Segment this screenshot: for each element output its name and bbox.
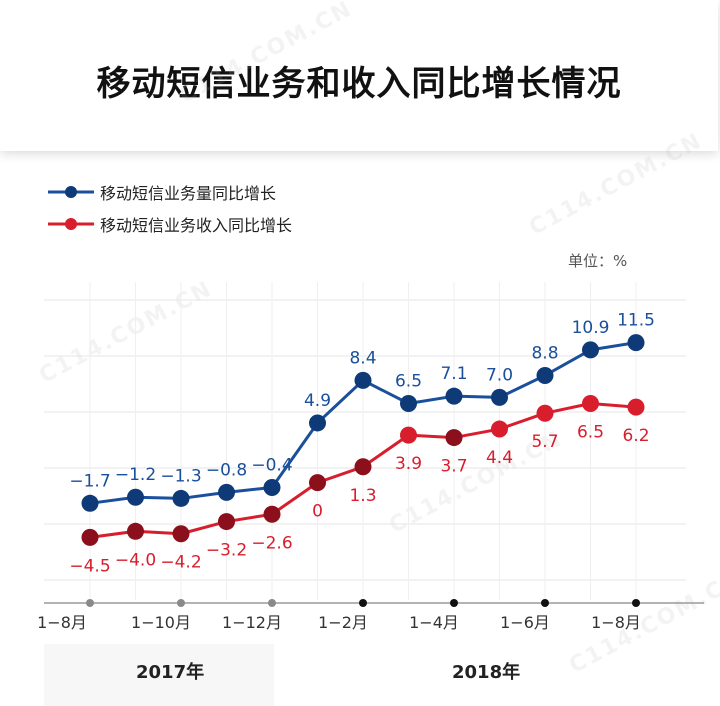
data-point-volume (354, 371, 372, 389)
data-label-revenue: 3.9 (395, 454, 422, 474)
data-label-revenue: 0 (312, 502, 323, 522)
x-tick-label: 1−8月 (37, 613, 87, 632)
data-label-revenue: 6.2 (622, 426, 649, 446)
unit-label: 单位：% (568, 252, 628, 270)
x-tick-mark (632, 599, 640, 607)
data-label-revenue: 1.3 (349, 486, 376, 506)
legend-swatch-revenue (48, 218, 94, 230)
data-label-volume: −0.8 (206, 460, 247, 480)
data-label-volume: 7.1 (440, 364, 467, 384)
data-label-revenue: −4.5 (69, 556, 110, 576)
title-card: 移动短信业务和收入同比增长情况 (0, 0, 718, 151)
year-band-2017 (44, 644, 274, 706)
data-point-volume (536, 366, 554, 384)
x-tick-label: 1−12月 (222, 613, 282, 632)
data-point-volume (445, 387, 463, 405)
x-tick-mark (86, 599, 94, 607)
data-label-revenue: −4.2 (160, 553, 201, 573)
x-tick-mark (268, 599, 276, 607)
legend-item-volume: 移动短信业务量同比增长 (48, 180, 276, 204)
data-label-volume: −0.4 (251, 455, 292, 475)
data-label-revenue: 3.7 (440, 457, 467, 477)
data-point-revenue (400, 426, 417, 444)
data-label-volume: 6.5 (395, 371, 422, 391)
data-label-volume: 7.0 (486, 365, 513, 385)
data-point-volume (172, 489, 190, 507)
data-point-volume (218, 483, 235, 501)
x-tick-mark (450, 599, 458, 607)
data-point-volume (582, 341, 599, 359)
data-point-revenue (263, 505, 281, 523)
data-point-volume (400, 394, 417, 412)
data-point-volume (309, 414, 326, 432)
data-label-revenue: 5.7 (531, 432, 558, 452)
year-label-2017: 2017年 (136, 662, 205, 683)
x-tick-label: 1−4月 (409, 613, 459, 632)
data-point-revenue (218, 513, 235, 531)
data-point-volume (81, 494, 99, 512)
data-point-revenue (354, 458, 372, 476)
x-tick-label: 1−6月 (500, 613, 550, 632)
data-label-volume: 8.8 (531, 343, 558, 363)
data-label-volume: 8.4 (349, 348, 376, 368)
data-label-volume: 11.5 (617, 311, 655, 331)
data-label-revenue: −3.2 (206, 541, 247, 561)
data-point-revenue (127, 522, 144, 540)
data-point-revenue (172, 525, 190, 543)
data-point-revenue (491, 420, 508, 438)
year-label-2018: 2018年 (452, 662, 521, 683)
x-tick-mark (359, 599, 367, 607)
data-point-revenue (627, 398, 645, 416)
x-tick-label: 1−8月 (591, 613, 641, 632)
legend-swatch-volume (48, 186, 94, 198)
x-tick-label: 1−10月 (131, 613, 191, 632)
data-label-volume: −1.2 (115, 465, 156, 485)
data-label-volume: −1.3 (160, 466, 201, 486)
legend-label-revenue: 移动短信业务收入同比增长 (100, 216, 293, 235)
x-tick-label: 1−2月 (318, 613, 368, 632)
data-point-volume (263, 478, 281, 496)
legend-label-volume: 移动短信业务量同比增长 (100, 184, 277, 203)
x-tick-mark (177, 599, 185, 607)
data-label-volume: 4.9 (304, 391, 331, 411)
data-point-revenue (309, 474, 326, 492)
data-label-revenue: −4.0 (115, 550, 156, 570)
data-label-volume: 10.9 (572, 318, 610, 338)
data-point-volume (127, 488, 144, 506)
data-point-revenue (81, 528, 99, 546)
data-label-volume: −1.7 (69, 471, 110, 491)
data-label-revenue: −2.6 (251, 533, 292, 553)
chart-title: 移动短信业务和收入同比增长情况 (96, 64, 622, 104)
data-point-volume (491, 388, 508, 406)
data-label-revenue: 4.4 (486, 448, 513, 468)
data-point-volume (627, 334, 645, 352)
x-tick-mark (541, 599, 549, 607)
data-label-revenue: 6.5 (577, 422, 604, 442)
data-point-revenue (582, 394, 599, 412)
data-point-revenue (536, 404, 554, 422)
data-point-revenue (445, 429, 463, 447)
legend-item-revenue: 移动短信业务收入同比增长 (48, 212, 292, 236)
